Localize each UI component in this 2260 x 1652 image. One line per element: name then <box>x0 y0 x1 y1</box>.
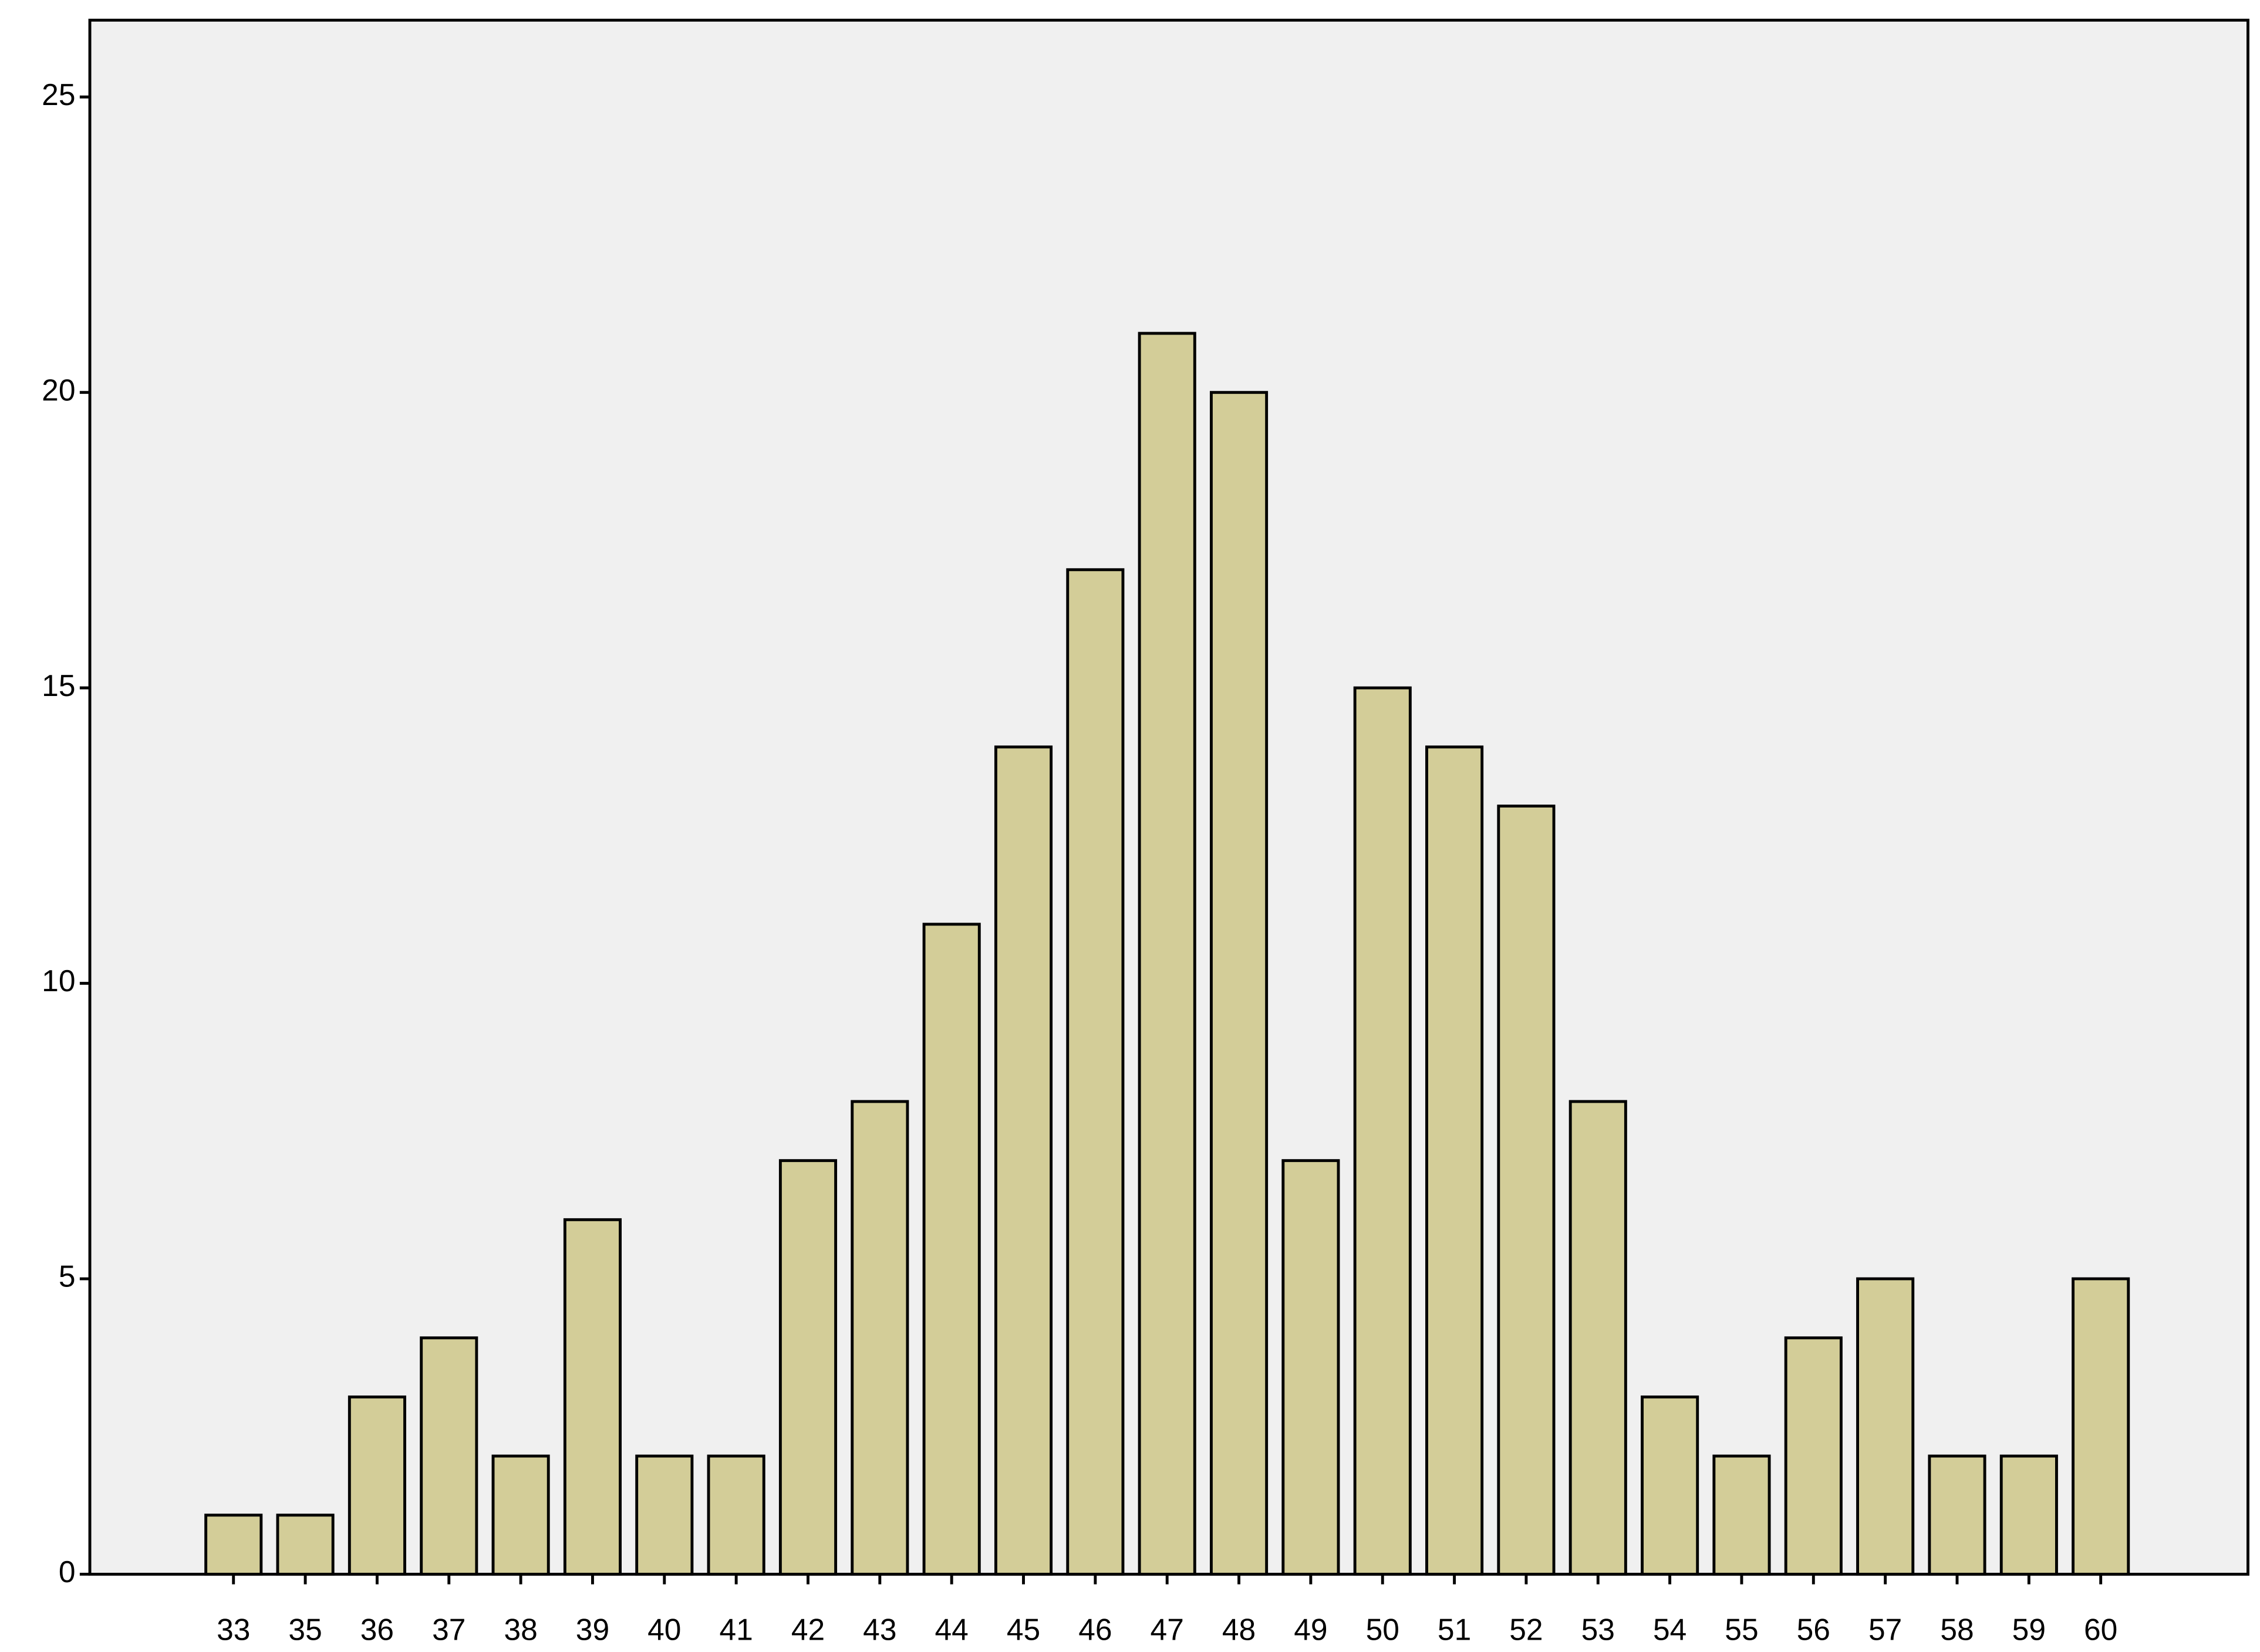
x-tick-label: 55 <box>1725 1612 1758 1646</box>
bar <box>348 1395 406 1576</box>
x-tick-label: 46 <box>1078 1612 1112 1646</box>
x-tick-label: 36 <box>360 1612 394 1646</box>
bar <box>1425 745 1484 1576</box>
x-tick-label: 43 <box>863 1612 896 1646</box>
x-tick-label: 54 <box>1653 1612 1686 1646</box>
bar <box>491 1454 550 1576</box>
bar <box>1281 1159 1340 1576</box>
x-tick-label: 37 <box>432 1612 466 1646</box>
bar <box>1568 1100 1627 1576</box>
bar <box>1856 1277 1915 1576</box>
x-tick-label: 45 <box>1007 1612 1040 1646</box>
x-tick-label: 49 <box>1294 1612 1327 1646</box>
bar <box>1497 805 1556 1576</box>
x-tick-label: 41 <box>719 1612 753 1646</box>
bar <box>1712 1454 1771 1576</box>
bar <box>1784 1336 1843 1576</box>
bar <box>778 1159 838 1576</box>
y-tick-label: 20 <box>42 373 75 407</box>
bar <box>922 923 981 1576</box>
bar <box>851 1100 909 1576</box>
x-tick-label: 52 <box>1509 1612 1543 1646</box>
x-tick-label: 58 <box>1940 1612 1974 1646</box>
x-tick-label: 42 <box>791 1612 825 1646</box>
x-tick-label: 44 <box>935 1612 969 1646</box>
x-tick-label: 40 <box>647 1612 681 1646</box>
x-tick-label: 35 <box>288 1612 322 1646</box>
y-tick-label: 0 <box>59 1555 76 1589</box>
x-tick-label: 51 <box>1438 1612 1471 1646</box>
bar <box>204 1514 263 1576</box>
y-tick-label: 5 <box>59 1259 76 1293</box>
x-tick-label: 59 <box>2012 1612 2046 1646</box>
bar <box>994 745 1053 1576</box>
x-tick-label: 56 <box>1797 1612 1830 1646</box>
bar <box>1928 1454 1986 1576</box>
bar <box>1641 1395 1699 1576</box>
y-tick-label: 10 <box>42 964 75 998</box>
bar <box>707 1454 765 1576</box>
bar <box>276 1514 335 1576</box>
bar <box>1353 686 1412 1576</box>
y-tick-label: 15 <box>42 668 75 702</box>
x-tick-label: 53 <box>1581 1612 1615 1646</box>
x-tick-label: 48 <box>1222 1612 1256 1646</box>
bar <box>635 1454 694 1576</box>
bar <box>563 1218 622 1576</box>
x-tick-label: 33 <box>217 1612 250 1646</box>
x-tick-label: 50 <box>1366 1612 1399 1646</box>
y-tick-label: 25 <box>42 77 75 112</box>
bar <box>1209 391 1269 1576</box>
x-tick-label: 57 <box>1868 1612 1902 1646</box>
x-tick-label: 47 <box>1151 1612 1184 1646</box>
bar <box>1999 1454 2058 1576</box>
bar <box>2072 1277 2130 1576</box>
bar <box>420 1336 478 1576</box>
x-tick-label: 60 <box>2084 1612 2117 1646</box>
bar <box>1138 332 1196 1576</box>
bar <box>1066 568 1125 1576</box>
x-tick-label: 39 <box>576 1612 609 1646</box>
x-tick-label: 38 <box>504 1612 537 1646</box>
